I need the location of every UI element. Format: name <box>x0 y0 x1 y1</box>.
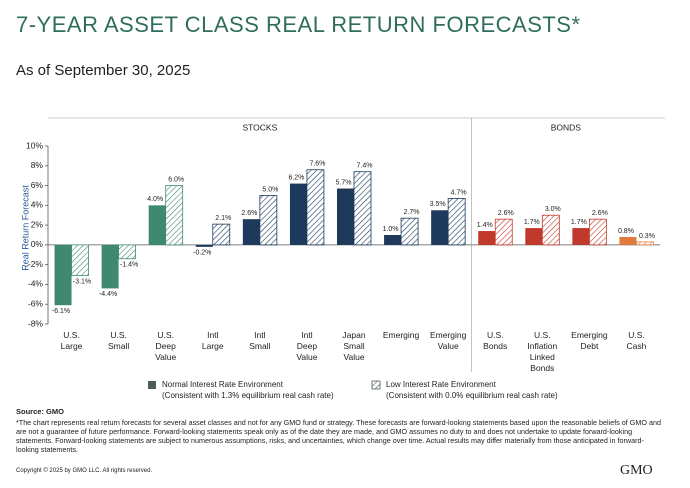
value-label: 6.2% <box>288 174 304 181</box>
bar <box>101 244 119 289</box>
bar <box>588 218 607 246</box>
x-tick-label: Japan Small Value <box>342 330 366 362</box>
value-label: -0.2% <box>193 250 211 257</box>
x-tick-label: U.S. Cash <box>626 330 647 351</box>
x-tick-label: U.S. Deep Value <box>155 330 177 362</box>
footnote: *The chart represents real return foreca… <box>16 418 661 454</box>
x-tick-label: Emerging Debt <box>571 330 608 351</box>
legend-note: (Consistent with 0.0% equilibrium real c… <box>386 391 558 400</box>
bar <box>289 183 307 245</box>
y-tick-label: -4% <box>28 279 44 289</box>
x-tick-label: Emerging Value <box>429 330 467 351</box>
value-label: 1.0% <box>383 226 399 233</box>
bar <box>619 236 637 245</box>
bar <box>337 188 354 245</box>
value-label: 2.6% <box>498 210 514 217</box>
legend-label: Normal Interest Rate Environment <box>162 380 284 389</box>
y-tick-label: -6% <box>28 298 44 308</box>
bar <box>118 244 137 260</box>
value-label: 7.6% <box>309 161 325 168</box>
value-label: 3.0% <box>545 206 561 213</box>
y-tick-label: -2% <box>28 259 44 269</box>
value-label: -1.4% <box>120 262 138 269</box>
value-label: 4.7% <box>451 189 467 196</box>
x-tick-label: U.S. Small <box>107 330 130 351</box>
x-tick-label: U.S. Bonds <box>483 330 508 351</box>
group-label: BONDS <box>551 122 582 132</box>
bar <box>384 235 402 245</box>
source: Source: GMO <box>16 407 64 416</box>
legend-note: (Consistent with 1.3% equilibrium real c… <box>162 391 334 400</box>
value-label: 2.6% <box>592 210 608 217</box>
value-label: 1.7% <box>571 219 587 226</box>
x-tick-label: U.S. Large <box>60 330 83 351</box>
chart-title: 7-YEAR ASSET CLASS REAL RETURN FORECASTS… <box>16 12 581 37</box>
bar <box>259 195 278 246</box>
x-tick-label: Intl Small <box>249 330 271 351</box>
bar <box>541 214 560 246</box>
x-tick-label: U.S. Inflation Linked Bonds <box>527 330 558 373</box>
bar <box>54 244 72 306</box>
bar <box>212 223 231 246</box>
bar <box>195 244 213 247</box>
value-label: -4.4% <box>99 291 117 298</box>
value-label: 4.0% <box>147 196 163 203</box>
value-label: 1.7% <box>524 219 540 226</box>
legend-swatch <box>371 380 381 390</box>
bar <box>525 228 543 245</box>
y-tick-label: 0% <box>31 239 44 249</box>
value-label: 5.0% <box>262 186 278 193</box>
value-label: -6.1% <box>52 308 70 315</box>
value-label: 2.1% <box>215 215 231 222</box>
bar <box>400 217 419 246</box>
bar <box>447 198 466 246</box>
y-tick-label: -8% <box>28 318 44 328</box>
legend-label: Low Interest Rate Environment <box>386 380 497 389</box>
group-label: STOCKS <box>242 122 277 132</box>
value-label: -3.1% <box>73 278 91 285</box>
y-tick-label: 6% <box>31 180 44 190</box>
bar <box>306 169 325 246</box>
value-label: 0.3% <box>639 233 655 240</box>
bar <box>478 231 496 245</box>
value-label: 1.4% <box>477 222 493 229</box>
value-label: 5.7% <box>336 179 352 186</box>
bar <box>431 210 449 245</box>
value-label: 7.4% <box>357 163 373 170</box>
y-tick-label: 10% <box>26 140 43 150</box>
chart-subtitle: As of September 30, 2025 <box>16 62 190 79</box>
bar <box>71 244 89 276</box>
x-tick-label: Intl Deep Value <box>296 330 318 362</box>
bar <box>148 205 166 245</box>
value-label: 2.6% <box>241 210 257 217</box>
value-label: 3.5% <box>430 201 446 208</box>
bar <box>636 241 654 246</box>
copyright: Copyright © 2025 by GMO LLC. All rights … <box>16 468 153 474</box>
bar <box>353 171 372 246</box>
x-tick-label: Intl Large <box>201 330 224 351</box>
value-label: 0.8% <box>618 228 634 235</box>
value-label: 6.0% <box>168 176 184 183</box>
y-tick-label: 2% <box>31 219 44 229</box>
y-tick-label: 4% <box>31 200 44 210</box>
value-label: 2.7% <box>404 209 420 216</box>
bar <box>572 228 590 245</box>
bar <box>242 219 260 245</box>
y-tick-label: 8% <box>31 160 44 170</box>
bar <box>165 185 184 246</box>
bar <box>494 218 513 246</box>
legend-swatch <box>148 381 156 389</box>
y-axis-label: Real Return Forecast <box>20 185 30 271</box>
x-tick-label: Emerging <box>382 330 420 340</box>
logo: GMO <box>620 463 653 478</box>
